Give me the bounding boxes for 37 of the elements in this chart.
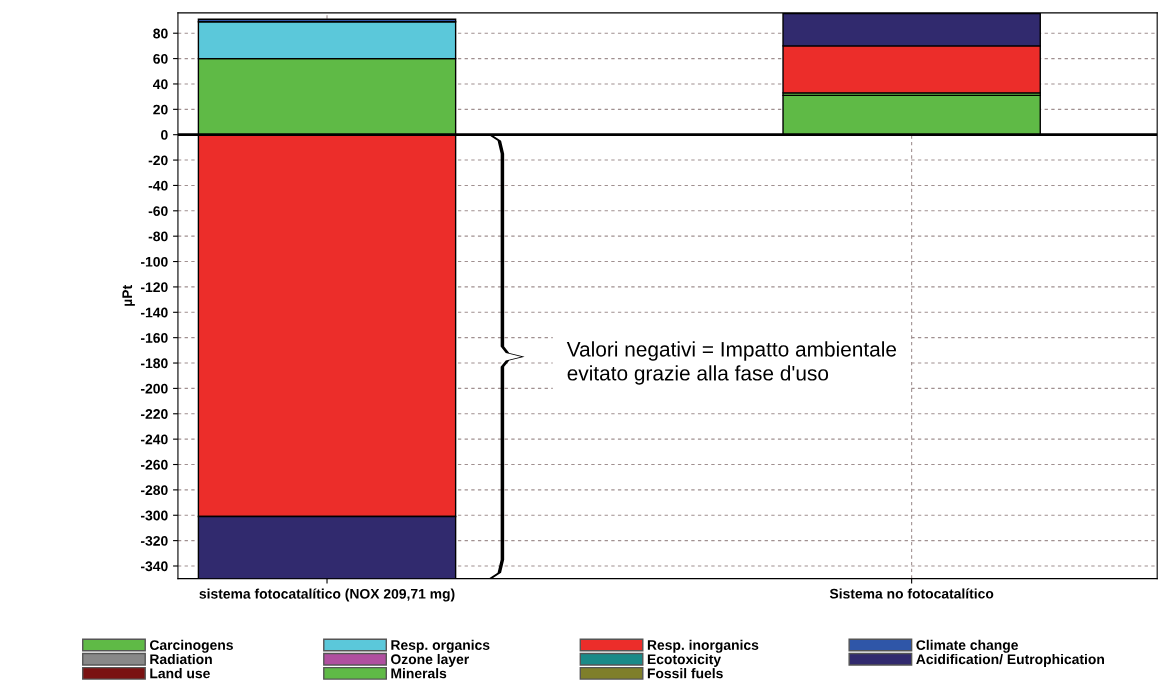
y-tick-label: -140 — [140, 307, 168, 318]
y-tick-label: -320 — [140, 535, 168, 546]
y-tick-label: -100 — [140, 256, 168, 267]
legend-label: Fossil fuels — [647, 668, 723, 679]
y-tick-label: -200 — [140, 383, 168, 394]
y-tick-label: -20 — [148, 155, 168, 166]
legend-label: Climate change — [916, 639, 1018, 653]
legend-label: Resp. inorganics — [647, 639, 759, 653]
annotation: Valori negativi = Impatto ambientale evitato grazie alla fase d'uso — [566, 341, 897, 385]
y-tick-label: 0 — [161, 130, 168, 140]
y-tick-label: -120 — [140, 282, 168, 293]
y-tick-label: 40 — [152, 79, 168, 90]
y-tick-label: -340 — [140, 561, 168, 572]
legend-label: Radiation — [150, 653, 212, 665]
legend-label: Ecotoxicity — [647, 653, 721, 667]
legend-label: Land use — [150, 668, 210, 679]
y-tick-label: 60 — [153, 53, 168, 64]
y-tick-label: -260 — [140, 459, 168, 470]
y-tick-label: 20 — [153, 104, 168, 115]
legend-label: Carcinogens — [149, 639, 233, 653]
y-tick-label: -180 — [140, 358, 168, 369]
legend-label: Acidification/ Eutrophication — [916, 653, 1104, 667]
legend-label: Minerals — [391, 668, 447, 679]
legend-label: Ozone layer — [391, 653, 469, 667]
y-tick-label: -300 — [140, 510, 168, 521]
x-tick-label: Sistema no fotocatalítico — [829, 588, 994, 599]
y-tick-label: -280 — [140, 485, 168, 496]
y-tick-label: -40 — [148, 180, 168, 191]
y-tick-label: -160 — [140, 333, 168, 343]
y-tick-label: -240 — [140, 434, 168, 445]
y-tick-label: -80 — [148, 231, 168, 242]
y-tick-label: -60 — [148, 206, 168, 216]
y-tick-label: -220 — [140, 409, 168, 419]
x-tick-label: sistema fotocatalítico (NOX 209,71 mg) — [199, 588, 455, 602]
y-axis-title: µPt — [122, 285, 135, 306]
legend-label: Resp. organics — [391, 639, 490, 653]
y-tick-label: 80 — [153, 28, 168, 39]
